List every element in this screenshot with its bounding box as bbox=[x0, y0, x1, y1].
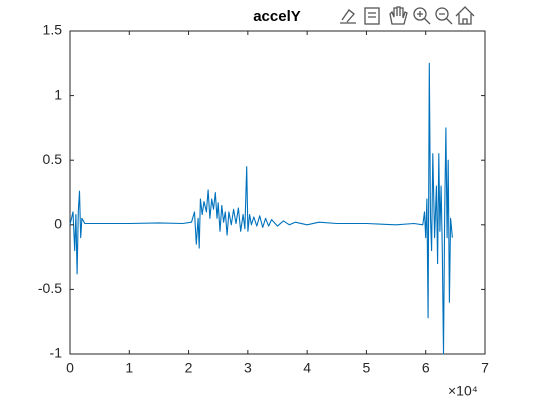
chart-title: accelY bbox=[253, 8, 301, 25]
x-tick-label: 2 bbox=[185, 360, 193, 376]
x-tick-label: 6 bbox=[422, 360, 430, 376]
x-tick-label: 7 bbox=[481, 360, 489, 376]
axes-box bbox=[69, 30, 486, 355]
data-line bbox=[69, 62, 453, 355]
x-exponent: ×10⁴ bbox=[448, 383, 478, 399]
toolbar bbox=[340, 6, 475, 25]
y-tick-label: -1 bbox=[50, 345, 63, 361]
export-icon[interactable] bbox=[340, 9, 356, 24]
x-tick-label: 5 bbox=[363, 360, 371, 376]
home-icon[interactable] bbox=[455, 6, 475, 25]
x-tick-label: 0 bbox=[66, 360, 74, 376]
y-tick-label: 1 bbox=[54, 86, 62, 102]
zoom-out-icon[interactable] bbox=[435, 7, 453, 25]
y-tick-label: 0.5 bbox=[43, 151, 63, 167]
x-tick-label: 3 bbox=[244, 360, 252, 376]
y-tick-label: 0 bbox=[54, 216, 62, 232]
x-tick-label: 4 bbox=[303, 360, 311, 376]
y-tick-label: 1.5 bbox=[43, 22, 63, 38]
zoom-in-icon[interactable] bbox=[413, 7, 431, 25]
data-tip-icon[interactable] bbox=[364, 7, 380, 25]
pan-icon[interactable] bbox=[389, 6, 408, 25]
plot-area bbox=[69, 62, 453, 355]
y-tick-label: -0.5 bbox=[38, 280, 62, 296]
x-tick-label: 1 bbox=[125, 360, 133, 376]
